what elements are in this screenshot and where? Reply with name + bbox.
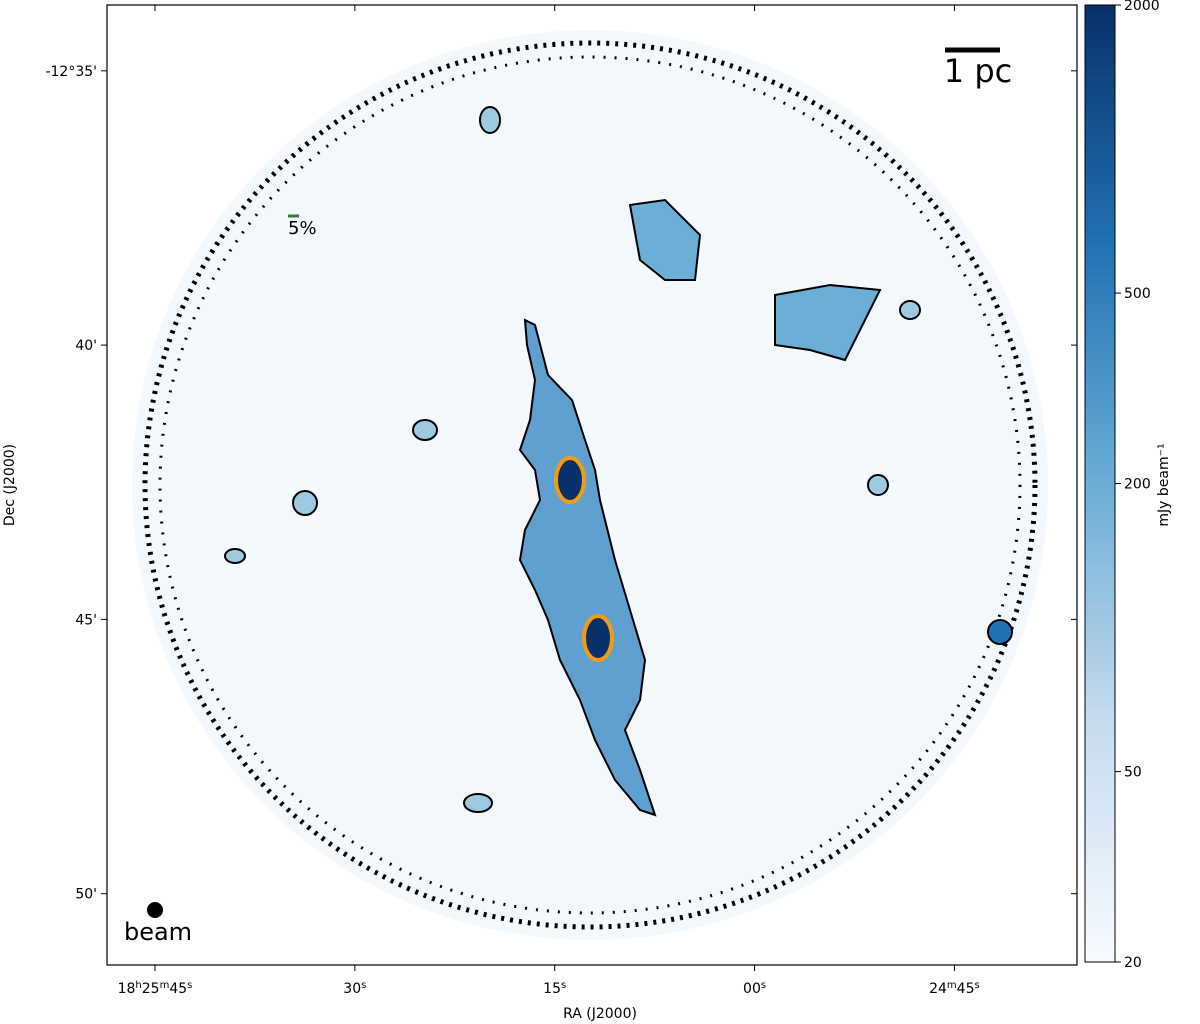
edge-contours [142, 40, 1038, 930]
x-tick-label: 00s [743, 980, 766, 998]
colorbar-tick-label: 500 [1124, 286, 1151, 302]
colorbar-tick-label: 2000 [1124, 0, 1160, 14]
edge-contours [158, 55, 1022, 915]
clump [774, 283, 882, 362]
clump [867, 474, 889, 496]
filament [518, 318, 657, 817]
y-tick-label: -12°35' [45, 64, 97, 80]
clump [899, 300, 921, 320]
core [554, 456, 586, 504]
colorbar [1084, 4, 1116, 963]
clump [987, 619, 1013, 645]
x-tick-label: 18h25m45s [118, 980, 193, 998]
vector-scale-label: 5% [288, 218, 317, 239]
clump [479, 106, 501, 134]
clump [463, 793, 493, 813]
beam-marker [147, 902, 163, 918]
map [132, 30, 1048, 940]
colorbar-tick-label: 20 [1124, 955, 1142, 971]
y-tick-label: 40' [75, 338, 97, 354]
x-tick-label: 24m45s [929, 980, 980, 998]
clump [292, 490, 318, 516]
y-tick-label: 50' [75, 887, 97, 903]
y-tick-label: 45' [75, 612, 97, 628]
clump [628, 198, 702, 281]
colorbar-tick-label: 50 [1124, 765, 1142, 781]
clump [224, 548, 246, 564]
colorbar-label: mJy beam⁻¹ [1156, 443, 1172, 526]
beam-label: beam [124, 918, 192, 946]
colorbar-tick-label: 200 [1124, 477, 1151, 493]
y-axis-label: Dec (J2000) [2, 444, 18, 526]
scale-bar-label: 1 pc [944, 52, 1012, 90]
x-tick-label: 15s [543, 980, 566, 998]
core [582, 614, 614, 662]
x-axis-label: RA (J2000) [563, 1006, 637, 1022]
clump [412, 419, 438, 441]
x-tick-label: 30s [343, 980, 366, 998]
plot-frame [106, 4, 1078, 966]
